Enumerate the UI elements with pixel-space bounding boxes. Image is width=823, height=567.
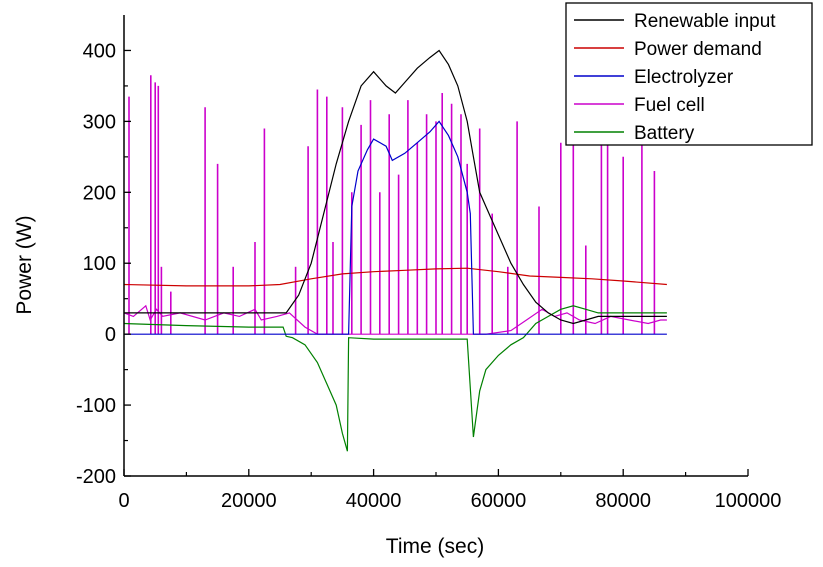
legend-entry: Power demand: [574, 39, 762, 60]
x-tick-label: 100000: [715, 490, 782, 512]
y-axis-title: Power (W): [13, 215, 36, 314]
ticks-layer: 0 20000 40000 60000 80000 100000 -200 -100 0 100 2…: [76, 40, 781, 512]
series-line: [123, 305, 667, 452]
legend: Renewable input Power demand Electrolyzer F…: [565, 2, 813, 146]
series-renewable-input: [124, 49, 667, 325]
x-tick-label: 60000: [471, 490, 527, 512]
series-power-demand: [123, 267, 667, 287]
legend-entry: Fuel cell: [574, 95, 705, 116]
legend-entry: Renewable input: [574, 11, 776, 32]
x-tick-label: 20000: [221, 490, 277, 512]
series-line: [123, 267, 667, 287]
legend-label: Power demand: [634, 39, 762, 60]
series-layer: [123, 49, 667, 452]
y-tick-label: -100: [76, 395, 116, 417]
legend-entry: Battery: [574, 123, 695, 144]
series-fuel-cell: [123, 75, 667, 335]
series-line: [124, 49, 667, 325]
y-tick-label: 300: [83, 111, 116, 133]
y-tick-label: 100: [83, 253, 116, 275]
legend-label: Electrolyzer: [634, 67, 734, 88]
legend-label: Battery: [634, 123, 695, 144]
y-tick-label: 400: [83, 40, 116, 62]
series-electrolyzer: [124, 120, 667, 335]
x-tick-label: 0: [118, 490, 129, 512]
legend-box: [565, 2, 813, 146]
y-tick-label: -200: [76, 466, 116, 488]
x-tick-label: 80000: [595, 490, 651, 512]
legend-label: Renewable input: [634, 11, 776, 32]
y-tick-label: 200: [83, 182, 116, 204]
legend-entry: Electrolyzer: [574, 67, 734, 88]
x-axis-title: Time (sec): [386, 535, 484, 558]
legend-label: Fuel cell: [634, 95, 705, 116]
x-tick-label: 40000: [346, 490, 402, 512]
y-tick-label: 0: [105, 324, 116, 346]
series-battery: [123, 305, 667, 452]
series-line: [124, 120, 667, 335]
